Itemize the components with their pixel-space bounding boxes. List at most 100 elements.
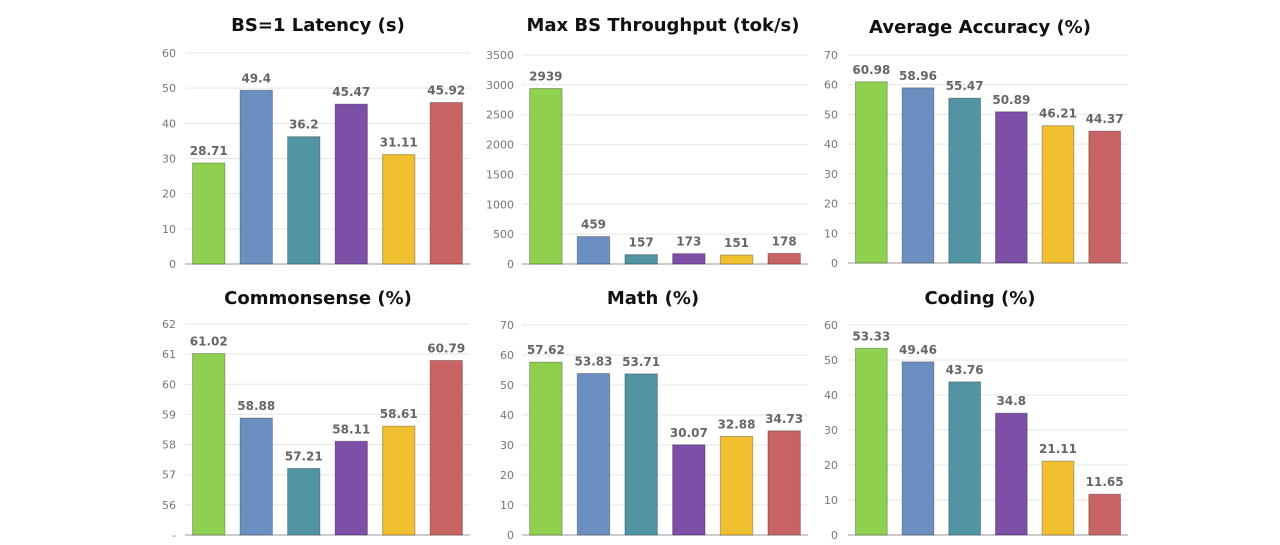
data-label: 60.79 [427,341,465,355]
data-label: 58.61 [380,407,418,421]
bar [767,252,801,265]
y-tick-label: 10 [824,227,838,240]
y-tick-label: 50 [162,82,176,95]
chart-title: Max BS Throughput (tok/s) [527,15,800,36]
data-label: 58.96 [899,69,937,83]
y-tick-label: 40 [162,117,176,130]
bar [672,444,706,536]
chart-2: Max BS Throughput (tok/s) 0 500 1000 1500 200… [486,15,808,271]
data-label: 46.21 [1039,107,1077,121]
data-label: 43.76 [946,363,984,377]
chart-title: Math (%) [607,288,699,309]
bar [1088,493,1122,536]
chart-4: Commonsense (%) - 56 57 58 59 60 61 62 61.02 58.88… [162,288,470,542]
bar [1041,125,1075,264]
y-tick-label: 50 [824,108,838,121]
y-tick-label: 0 [831,529,838,542]
bar [287,467,321,536]
y-tick-label: 40 [824,138,838,151]
data-label: 36.2 [289,118,319,132]
bar [994,111,1028,264]
bar [382,425,416,536]
data-label: 61.02 [190,335,228,349]
y-tick-label: 10 [162,223,176,236]
y-tick-label: - [172,529,176,542]
bar [334,103,368,265]
y-tick-label: 2500 [486,109,514,122]
y-tick-label: 56 [162,499,176,512]
y-tick-label: 61 [162,348,176,361]
chart-1: BS=1 Latency (s) 0 10 20 30 40 50 60 28.71 49.4 36… [162,15,470,271]
bar [576,236,611,265]
bar [429,359,463,536]
data-label: 55.47 [946,79,984,93]
bar [901,361,935,536]
y-tick-label: 1500 [486,168,514,181]
y-tick-label: 0 [507,529,514,542]
bar [1088,130,1122,264]
y-tick-label: 60 [162,47,176,60]
y-tick-label: 60 [824,79,838,92]
y-tick-label: 1000 [486,198,514,211]
chart-title: Coding (%) [924,288,1035,309]
bar [529,87,563,265]
data-label: 157 [629,236,654,250]
y-tick-label: 0 [169,258,176,271]
bar [854,81,888,264]
y-tick-label: 2000 [486,139,514,152]
data-label: 31.11 [380,136,418,150]
bar [192,353,226,536]
chart-title: BS=1 Latency (s) [231,15,405,36]
data-label: 58.88 [237,399,275,413]
bar [624,254,658,265]
y-tick-label: 50 [500,379,514,392]
bar [994,412,1028,536]
y-tick-label: 30 [824,168,838,181]
data-label: 49.46 [899,343,937,357]
y-tick-label: 0 [831,257,838,270]
data-label: 151 [724,236,749,250]
bar [239,89,273,265]
data-label: 58.11 [332,422,370,436]
data-label: 53.83 [575,355,613,369]
data-label: 11.65 [1086,475,1124,489]
data-label: 34.8 [997,394,1027,408]
data-label: 2939 [529,69,562,83]
y-tick-label: 30 [824,424,838,437]
bar [767,430,801,536]
chart-title: Average Accuracy (%) [869,17,1091,38]
bar [576,373,611,536]
y-tick-label: 20 [162,188,176,201]
y-tick-label: 60 [162,378,176,391]
y-tick-label: 0 [507,258,514,271]
bar [719,254,754,265]
bar [672,253,706,265]
data-label: 28.71 [190,144,228,158]
bar [624,373,658,536]
bar [382,154,416,265]
y-tick-label: 57 [162,469,176,482]
y-tick-label: 20 [500,469,514,482]
y-tick-label: 30 [500,439,514,452]
y-tick-label: 70 [824,49,838,62]
bar [854,347,888,536]
y-tick-label: 500 [493,228,514,241]
data-label: 30.07 [670,426,708,440]
y-tick-label: 10 [500,499,514,512]
data-label: 21.11 [1039,442,1077,456]
chart-6: Coding (%) 0 10 20 30 40 50 60 53.33 49.46 43.76 34… [824,288,1128,542]
y-tick-label: 20 [824,459,838,472]
bar [529,361,563,536]
bar [192,162,226,265]
chart-title: Commonsense (%) [224,288,412,309]
data-label: 44.37 [1086,112,1124,126]
y-tick-label: 62 [162,318,176,331]
chart-3: Average Accuracy (%) 0 10 20 30 40 50 60 70 60.98… [824,17,1128,270]
y-tick-label: 20 [824,198,838,211]
data-label: 178 [772,234,797,248]
y-tick-label: 50 [824,354,838,367]
y-tick-label: 58 [162,439,176,452]
y-tick-label: 59 [162,408,176,421]
bar [948,97,982,264]
